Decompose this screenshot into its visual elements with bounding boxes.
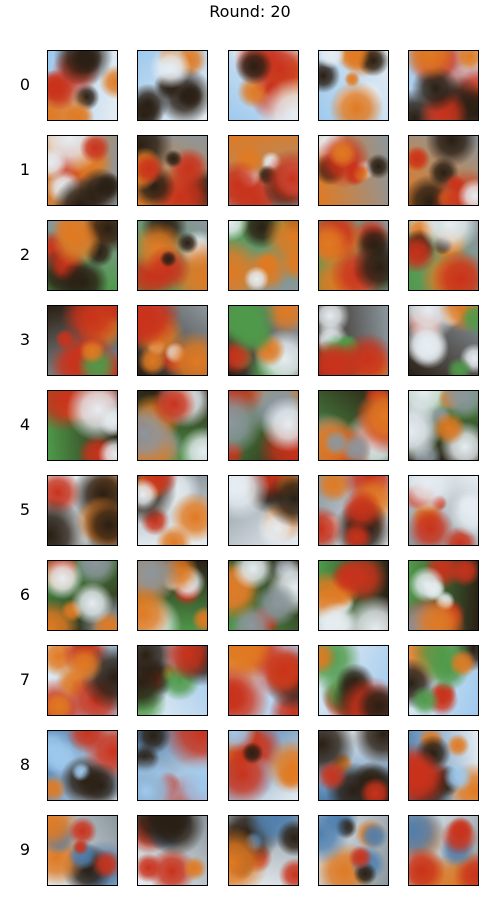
- generated-image-5-4: [408, 475, 479, 546]
- generated-image-5-1: [137, 475, 208, 546]
- generated-image-4-1: [137, 390, 208, 461]
- generated-image-5-0: [47, 475, 118, 546]
- generated-image-1-1: [137, 135, 208, 206]
- generated-image-1-2: [228, 135, 299, 206]
- generated-image-0-0: [47, 50, 118, 121]
- generated-image-7-2: [228, 645, 299, 716]
- row-label-6: 6: [19, 585, 31, 604]
- row-label-3: 3: [19, 330, 31, 349]
- generated-image-6-3: [318, 560, 389, 631]
- row-label-1: 1: [19, 160, 31, 179]
- generated-image-9-1: [137, 815, 208, 886]
- generated-image-2-3: [318, 220, 389, 291]
- generated-image-5-3: [318, 475, 389, 546]
- generated-image-0-1: [137, 50, 208, 121]
- generated-image-7-0: [47, 645, 118, 716]
- row-label-8: 8: [19, 755, 31, 774]
- generated-image-6-1: [137, 560, 208, 631]
- row-label-2: 2: [19, 245, 31, 264]
- row-label-5: 5: [19, 500, 31, 519]
- generated-image-4-2: [228, 390, 299, 461]
- generated-image-3-0: [47, 305, 118, 376]
- generated-image-0-4: [408, 50, 479, 121]
- generated-image-0-3: [318, 50, 389, 121]
- generated-image-8-4: [408, 730, 479, 801]
- generated-image-3-4: [408, 305, 479, 376]
- generated-image-5-2: [228, 475, 299, 546]
- generated-image-9-3: [318, 815, 389, 886]
- generated-image-7-3: [318, 645, 389, 716]
- row-label-4: 4: [19, 415, 31, 434]
- generated-image-4-3: [318, 390, 389, 461]
- generated-image-7-4: [408, 645, 479, 716]
- generated-image-9-0: [47, 815, 118, 886]
- generated-image-6-2: [228, 560, 299, 631]
- generated-image-8-2: [228, 730, 299, 801]
- generated-image-8-1: [137, 730, 208, 801]
- generated-image-7-1: [137, 645, 208, 716]
- generated-image-9-4: [408, 815, 479, 886]
- generated-image-3-1: [137, 305, 208, 376]
- generated-image-1-3: [318, 135, 389, 206]
- generated-image-9-2: [228, 815, 299, 886]
- generated-image-2-0: [47, 220, 118, 291]
- generated-image-6-0: [47, 560, 118, 631]
- figure-title: Round: 20: [209, 2, 291, 21]
- generated-image-1-0: [47, 135, 118, 206]
- generated-image-2-2: [228, 220, 299, 291]
- generated-image-1-4: [408, 135, 479, 206]
- generated-image-8-3: [318, 730, 389, 801]
- generated-image-6-4: [408, 560, 479, 631]
- generated-image-8-0: [47, 730, 118, 801]
- row-label-7: 7: [19, 670, 31, 689]
- generated-image-0-2: [228, 50, 299, 121]
- row-label-9: 9: [19, 840, 31, 859]
- row-label-0: 0: [19, 75, 31, 94]
- generated-image-3-2: [228, 305, 299, 376]
- generated-image-4-4: [408, 390, 479, 461]
- generated-image-3-3: [318, 305, 389, 376]
- generated-image-4-0: [47, 390, 118, 461]
- generated-image-2-4: [408, 220, 479, 291]
- generated-image-2-1: [137, 220, 208, 291]
